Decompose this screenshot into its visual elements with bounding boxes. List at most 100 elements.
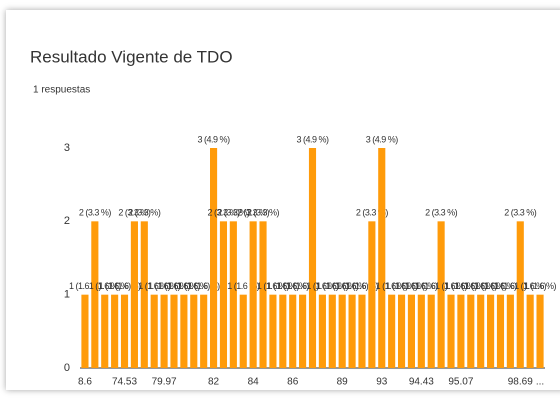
data-label: 1 (1.6 %) <box>178 281 211 291</box>
bar <box>536 294 544 368</box>
data-label: 1 (1.6 %) <box>277 281 310 291</box>
data-label: 1 (1.6 %) <box>69 281 102 291</box>
bar <box>160 294 168 368</box>
y-tick-label: 2 <box>64 215 70 227</box>
bar <box>328 294 336 368</box>
data-label: 1 (1.6 %) <box>376 281 409 291</box>
bar <box>368 221 376 368</box>
bar <box>259 221 267 368</box>
x-tick-label: 98.69 <box>508 377 533 388</box>
y-tick-label: 1 <box>64 289 70 301</box>
bar <box>91 221 99 368</box>
bar <box>388 294 396 368</box>
bar <box>417 294 425 368</box>
bar <box>120 294 129 368</box>
bar <box>279 294 287 368</box>
data-label: 1 (1.6 %) <box>484 281 517 291</box>
bar <box>101 294 109 368</box>
bar <box>140 221 148 368</box>
data-label: 1 (1.6 %) <box>524 281 557 291</box>
bar <box>397 294 406 368</box>
bar <box>407 294 415 368</box>
bar <box>269 294 277 368</box>
bar <box>338 294 346 368</box>
data-label: 1 (1.6 %) <box>336 281 369 291</box>
x-tick-label: 84 <box>248 377 260 388</box>
data-label: 1 (1.6 %) <box>455 281 488 291</box>
bar <box>299 294 307 368</box>
bar <box>200 294 208 368</box>
data-label: 1 (1.6 %) <box>326 281 359 291</box>
data-label: 2 (3.3 %) <box>128 208 161 218</box>
bar <box>467 294 475 368</box>
data-label: 1 (1.6 %) <box>316 281 349 291</box>
data-label: 2 (3.3 %) <box>356 208 389 218</box>
bar <box>348 294 356 368</box>
bar <box>477 294 485 368</box>
bar <box>487 294 495 368</box>
x-tick-label: 89 <box>337 377 349 388</box>
data-label: 1 (1.6 %) <box>435 281 468 291</box>
data-label: 2 (3.3 %) <box>504 208 537 218</box>
data-label: 2 (3.3 %) <box>425 208 458 218</box>
data-label: 1 (1.6 %) <box>89 281 122 291</box>
bar <box>358 294 366 368</box>
bar <box>219 221 228 368</box>
data-label: 2 (3.3 %) <box>207 208 240 218</box>
data-label: 3 (4.9 %) <box>198 134 231 144</box>
x-tick-label: ... <box>536 377 544 388</box>
data-label: 1 (1.6 %) <box>99 281 132 291</box>
data-label: 1 (1.6 %) <box>227 281 260 291</box>
bar <box>150 294 158 368</box>
x-tick-label: 74.53 <box>112 377 137 388</box>
data-label: 1 (1.6 %) <box>346 281 379 291</box>
data-label: 2 (3.3 %) <box>79 208 112 218</box>
data-label: 3 (4.9 %) <box>366 134 399 144</box>
data-label: 1 (1.6 %) <box>148 281 181 291</box>
bar <box>437 221 445 368</box>
bar <box>526 294 534 368</box>
bar <box>308 148 317 368</box>
bar <box>81 294 89 368</box>
bar <box>496 294 505 368</box>
x-tick-label: 8.6 <box>78 377 92 388</box>
bar <box>229 221 237 368</box>
chart-subtitle: 1 respuestas <box>33 85 90 96</box>
data-label: 1 (1.6 %) <box>494 281 527 291</box>
bar <box>516 221 524 368</box>
data-label: 1 (1.6 %) <box>287 281 320 291</box>
bar <box>427 294 435 368</box>
bar <box>378 148 386 368</box>
data-label: 1 (1.6 %) <box>386 281 419 291</box>
x-tick-label: 82 <box>208 377 220 388</box>
bar <box>249 221 257 368</box>
data-label: 2 (3.3 %) <box>217 208 250 218</box>
data-label: 1 (1.6 %) <box>138 281 171 291</box>
y-tick-label: 0 <box>64 362 70 374</box>
bar <box>170 294 178 368</box>
data-label: 2 (3.3 %) <box>247 208 280 218</box>
bar <box>289 294 297 368</box>
y-tick-label: 3 <box>64 142 70 154</box>
data-label: 1 (1.6 %) <box>405 281 438 291</box>
bar <box>506 294 514 368</box>
data-label: 3 (4.9 %) <box>296 134 329 144</box>
data-label: 1 (1.6 %) <box>475 281 508 291</box>
data-label: 1 (1.6 %) <box>267 281 300 291</box>
bar <box>190 294 198 368</box>
bar <box>239 294 247 368</box>
bar <box>447 294 455 368</box>
data-label: 1 (1.6 %) <box>168 281 201 291</box>
data-label: 1 (1.6 %) <box>445 281 478 291</box>
bar <box>318 294 326 368</box>
data-label: 1 (1.6 %) <box>465 281 498 291</box>
x-tick-label: 79.97 <box>152 377 177 388</box>
bar <box>180 294 188 368</box>
data-label: 1 (1.6 %) <box>514 281 547 291</box>
chart-title: Resultado Vigente de TDO <box>30 47 233 66</box>
data-label: 1 (1.6 %) <box>257 281 290 291</box>
x-tick-label: 93 <box>376 377 388 388</box>
bar <box>210 148 218 368</box>
data-label: 1 (1.6 %) <box>109 281 142 291</box>
